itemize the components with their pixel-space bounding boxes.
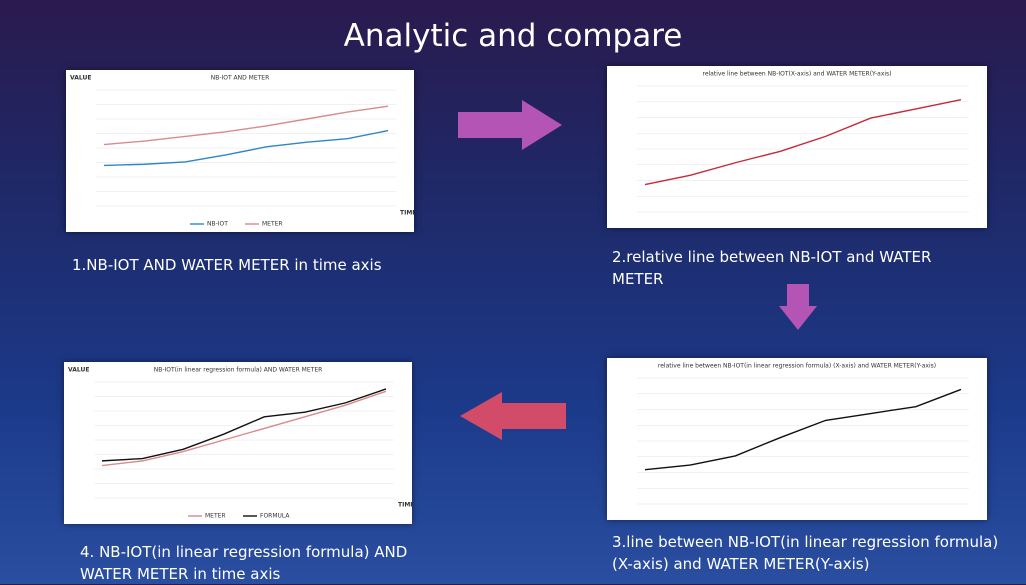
chart-title: NB-IOT AND METER (211, 75, 270, 82)
chart-panel: relative line between NB-IOT(X-axis) and… (607, 66, 987, 228)
slide: Analytic and compare NB-IOT AND METER VAL… (0, 0, 1026, 584)
slide-title: Analytic and compare (0, 18, 1026, 54)
legend-label: FORMULA (260, 513, 290, 520)
x-axis-label: TIME (398, 502, 412, 509)
y-axis-label: VALUE (68, 367, 89, 374)
data-line (645, 389, 961, 469)
legend-label: METER (205, 513, 226, 520)
arrow-down (777, 282, 819, 332)
data-line (645, 100, 961, 185)
chart-title: relative line between NB-IOT(in linear r… (658, 363, 936, 370)
arrow-left (458, 390, 568, 442)
chart-panel: NB-IOT(in linear regression formula) AND… (64, 362, 412, 524)
x-axis-label: TIME (400, 210, 414, 217)
arrow-right (456, 98, 564, 152)
legend-label: METER (262, 221, 283, 228)
caption: 3.line between NB-IOT(in linear regressi… (612, 531, 1022, 575)
chart-title: NB-IOT(in linear regression formula) AND… (154, 367, 323, 374)
chart-title: relative line between NB-IOT(X-axis) and… (702, 71, 891, 78)
chart-panel: relative line between NB-IOT(in linear r… (607, 358, 987, 520)
y-axis-label: VALUE (70, 75, 91, 82)
legend-label: NB-IOT (207, 221, 228, 228)
data-line (102, 389, 386, 461)
caption: 1.NB-IOT AND WATER METER in time axis (72, 254, 412, 276)
caption: 4. NB-IOT(in linear regression formula) … (80, 541, 420, 585)
chart-panel: NB-IOT AND METER VALUE TIME NB-IOT METER (66, 70, 414, 232)
